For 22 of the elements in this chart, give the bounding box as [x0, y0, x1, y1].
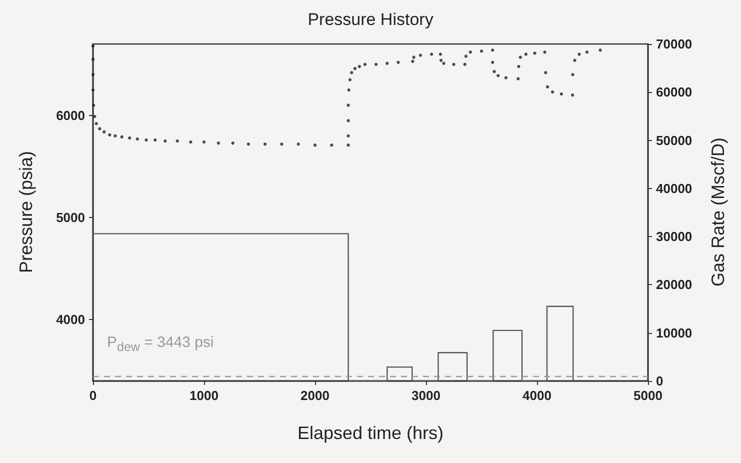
y-tick-label: 5000	[56, 210, 85, 226]
x-tick-label: 4000	[522, 388, 552, 403]
y2-tick-label: 30000	[656, 229, 692, 244]
y2-axis-title: Gas Rate (Mscf/D)	[708, 137, 728, 287]
x-tick-label: 3000	[412, 388, 440, 403]
y2-tick-label: 20000	[656, 277, 692, 292]
y2-tick-label: 60000	[656, 84, 692, 100]
x-tick-label: 0	[89, 388, 97, 403]
y2-tick-label: 0	[656, 374, 664, 388]
y-tick-label: 6000	[56, 108, 85, 123]
y2-tick-label: 70000	[656, 36, 692, 52]
y-tick-label: 4000	[56, 312, 85, 328]
y-axis-title: Pressure (psia)	[16, 150, 36, 274]
x-tick-label: 2000	[300, 388, 330, 403]
x-tick-label: 1000	[190, 388, 218, 403]
x-tick-label: 5000	[634, 388, 662, 403]
y2-tick-label: 50000	[656, 132, 692, 148]
ref-line-label: P$_{dew}$ = 3443 psi	[107, 332, 214, 356]
y2-tick-label: 10000	[656, 325, 692, 340]
chart-title: Pressure History	[308, 10, 434, 29]
y2-tick-label: 40000	[656, 180, 692, 196]
x-axis-title: Elapsed time (hrs)	[297, 423, 444, 443]
